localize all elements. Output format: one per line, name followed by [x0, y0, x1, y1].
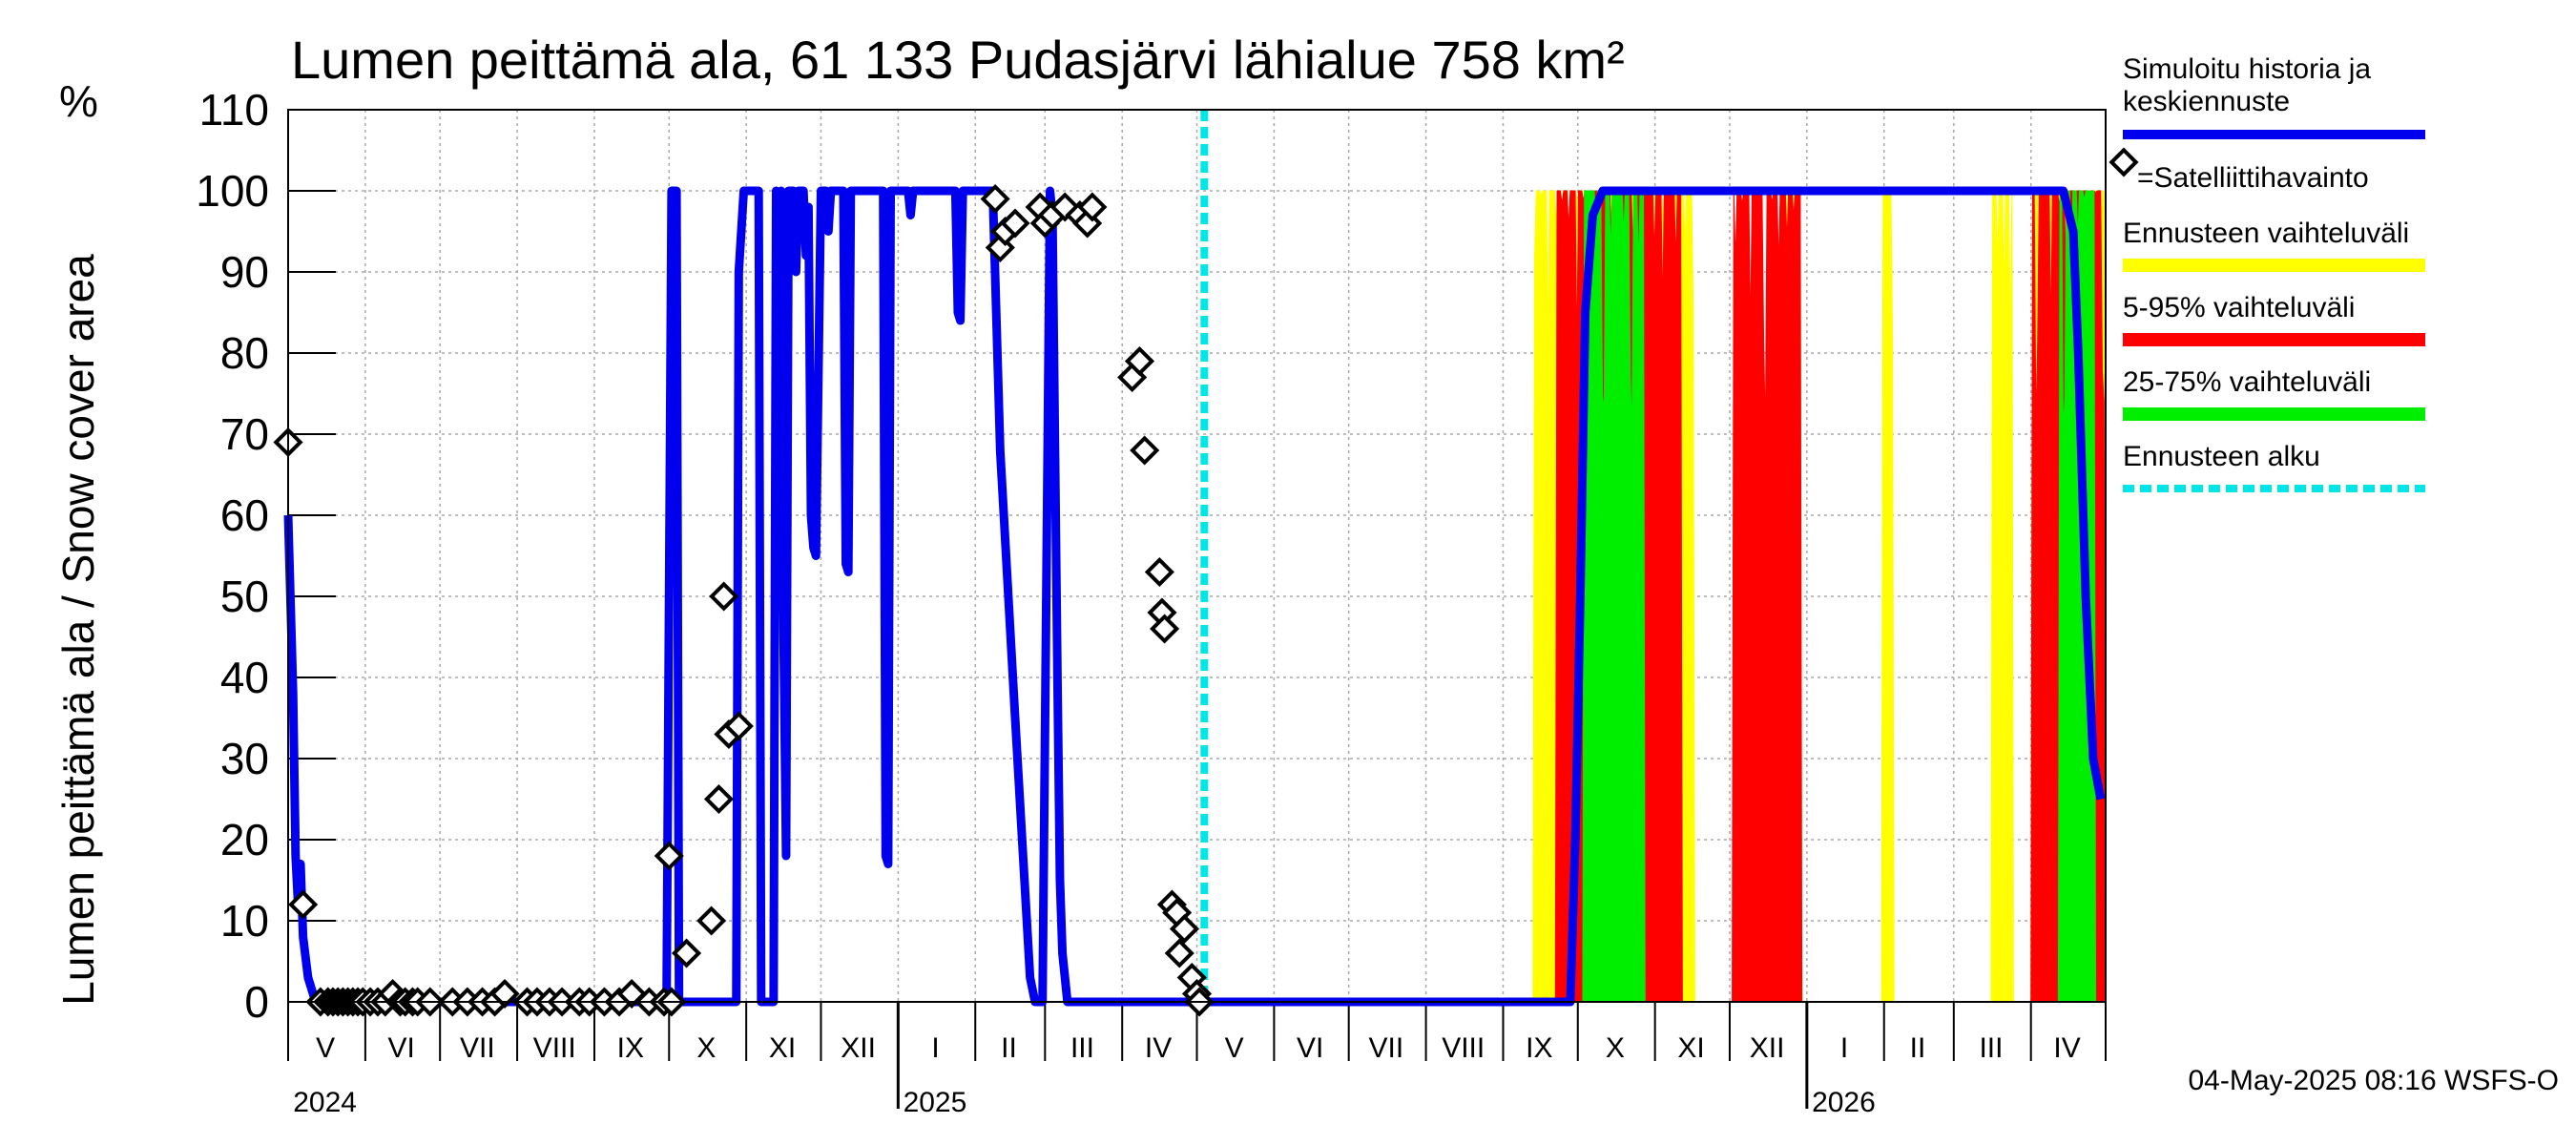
legend-history-label-1: Simuloitu historia ja — [2123, 53, 2371, 85]
y-tick-label-70: 70 — [220, 409, 269, 459]
observation-point-1 — [288, 889, 319, 920]
legend: Simuloitu historia ja keskiennuste =Sate… — [2109, 53, 2425, 492]
y-axis-label: Lumen peittämä ala / Snow cover area — [53, 254, 103, 1006]
observation-point-58 — [1144, 556, 1174, 588]
month-label-6: XI — [769, 1032, 796, 1064]
y-tick-label-10: 10 — [220, 896, 269, 946]
observation-point-38 — [671, 938, 702, 968]
plot-frame — [287, 109, 2107, 1003]
observation-point-47 — [1000, 208, 1030, 239]
month-label-17: X — [1606, 1032, 1625, 1064]
y-tick-label-0: 0 — [244, 977, 269, 1027]
month-label-11: IV — [1145, 1032, 1172, 1064]
observation-point-43 — [723, 711, 754, 741]
month-label-8: I — [931, 1032, 939, 1064]
legend-observation-label: =Satelliittihavainto — [2137, 162, 2369, 194]
month-label-1: VI — [388, 1032, 415, 1064]
month-label-15: VIII — [1442, 1032, 1485, 1064]
month-label-9: II — [1001, 1032, 1017, 1064]
legend-green-label: 25-75% vaihteluväli — [2123, 366, 2371, 398]
footer-timestamp: 04-May-2025 08:16 WSFS-O — [2189, 1065, 2560, 1096]
month-label-3: VIII — [533, 1032, 576, 1064]
month-label-0: V — [316, 1032, 335, 1064]
legend-observation-marker-icon — [2109, 147, 2139, 177]
x-axis: V VI VII VIII IX X XI XII I II III IV V VI VII VIII IX X X… — [287, 1002, 2107, 1118]
legend-history-label-2: keskiennuste — [2123, 86, 2290, 117]
observation-point-54 — [1077, 192, 1108, 222]
month-label-4: IX — [617, 1032, 644, 1064]
observation-point-41 — [709, 581, 739, 612]
month-label-22: III — [1979, 1032, 2003, 1064]
month-label-7: XII — [841, 1032, 876, 1064]
month-label-16: IX — [1526, 1032, 1552, 1064]
observation-point-44 — [980, 183, 1010, 215]
month-label-14: VII — [1368, 1032, 1403, 1064]
y-tick-label-80: 80 — [220, 328, 269, 378]
observation-point-60 — [1150, 614, 1180, 644]
month-label-13: VI — [1297, 1032, 1323, 1064]
observation-point-24 — [489, 978, 520, 1010]
legend-red-label: 5-95% vaihteluväli — [2123, 292, 2355, 323]
month-label-21: II — [1910, 1032, 1926, 1064]
year-label-2026: 2026 — [1812, 1087, 1876, 1118]
y-tick-label-40: 40 — [220, 653, 269, 702]
month-label-2: VII — [460, 1032, 495, 1064]
y-tick-label-20: 20 — [220, 815, 269, 864]
observation-point-57 — [1130, 435, 1160, 466]
year-label-2024: 2024 — [293, 1087, 357, 1118]
y-tick-label-100: 100 — [196, 166, 269, 216]
observation-point-39 — [696, 906, 727, 936]
y-tick-label-110: 110 — [199, 85, 269, 135]
y-tick-label-30: 30 — [220, 734, 269, 783]
band-yellow-3 — [1990, 190, 2014, 1003]
chart-title: Lumen peittämä ala, 61 133 Pudasjärvi lä… — [291, 30, 1625, 90]
y-axis-unit: % — [59, 76, 98, 126]
observation-point-40 — [703, 783, 735, 815]
month-label-20: I — [1840, 1032, 1848, 1064]
year-label-2025: 2025 — [904, 1087, 967, 1118]
month-label-5: X — [696, 1032, 716, 1064]
month-label-12: V — [1225, 1032, 1244, 1064]
month-label-19: XII — [1750, 1032, 1785, 1064]
month-label-18: XI — [1677, 1032, 1704, 1064]
observation-point-56 — [1124, 345, 1155, 377]
y-tick-label-50: 50 — [220, 572, 269, 621]
legend-yellow-label: Ennusteen vaihteluväli — [2123, 218, 2409, 249]
legend-forecast-start-label: Ennusteen alku — [2123, 441, 2320, 472]
month-label-10: III — [1070, 1032, 1094, 1064]
band-green-0 — [1582, 190, 1646, 1003]
month-label-23: IV — [2053, 1032, 2080, 1064]
y-tick-label-60: 60 — [220, 490, 269, 540]
observation-point-63 — [1164, 938, 1195, 968]
band-red-1 — [1732, 190, 1803, 1003]
y-tick-label-90: 90 — [220, 247, 269, 297]
observation-point-36 — [654, 841, 684, 871]
observation-point-64 — [1169, 913, 1200, 945]
y-axis-ticks: 0 10 20 30 40 50 60 70 80 90 100 110 — [196, 85, 336, 1027]
band-yellow-2 — [1880, 190, 1895, 1003]
